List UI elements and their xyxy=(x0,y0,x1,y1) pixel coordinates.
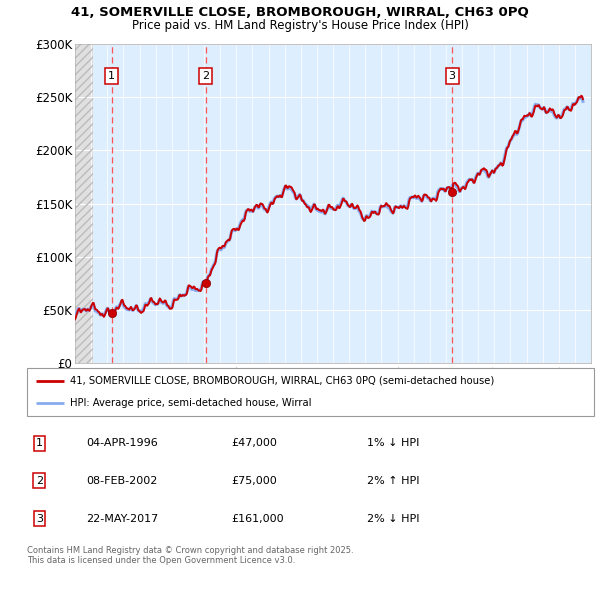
FancyBboxPatch shape xyxy=(27,368,594,416)
Text: 22-MAY-2017: 22-MAY-2017 xyxy=(86,514,159,523)
Text: £75,000: £75,000 xyxy=(231,476,277,486)
Text: 1: 1 xyxy=(108,71,115,81)
Text: Contains HM Land Registry data © Crown copyright and database right 2025.: Contains HM Land Registry data © Crown c… xyxy=(27,546,353,555)
Text: 3: 3 xyxy=(36,514,43,523)
Text: 08-FEB-2002: 08-FEB-2002 xyxy=(86,476,158,486)
Text: 2% ↑ HPI: 2% ↑ HPI xyxy=(367,476,420,486)
Text: 41, SOMERVILLE CLOSE, BROMBOROUGH, WIRRAL, CH63 0PQ (semi-detached house): 41, SOMERVILLE CLOSE, BROMBOROUGH, WIRRA… xyxy=(70,376,494,386)
Text: HPI: Average price, semi-detached house, Wirral: HPI: Average price, semi-detached house,… xyxy=(70,398,311,408)
Text: 04-APR-1996: 04-APR-1996 xyxy=(86,438,158,448)
Bar xyxy=(75,44,93,363)
Text: £47,000: £47,000 xyxy=(231,438,277,448)
Text: 2% ↓ HPI: 2% ↓ HPI xyxy=(367,514,420,523)
Text: Price paid vs. HM Land Registry's House Price Index (HPI): Price paid vs. HM Land Registry's House … xyxy=(131,19,469,32)
Bar xyxy=(75,44,93,363)
Text: 1% ↓ HPI: 1% ↓ HPI xyxy=(367,438,419,448)
Text: 2: 2 xyxy=(36,476,43,486)
Text: 2: 2 xyxy=(202,71,209,81)
Text: £161,000: £161,000 xyxy=(231,514,284,523)
Text: 41, SOMERVILLE CLOSE, BROMBOROUGH, WIRRAL, CH63 0PQ: 41, SOMERVILLE CLOSE, BROMBOROUGH, WIRRA… xyxy=(71,6,529,19)
Text: 1: 1 xyxy=(36,438,43,448)
Text: 3: 3 xyxy=(449,71,455,81)
Text: This data is licensed under the Open Government Licence v3.0.: This data is licensed under the Open Gov… xyxy=(27,556,295,565)
